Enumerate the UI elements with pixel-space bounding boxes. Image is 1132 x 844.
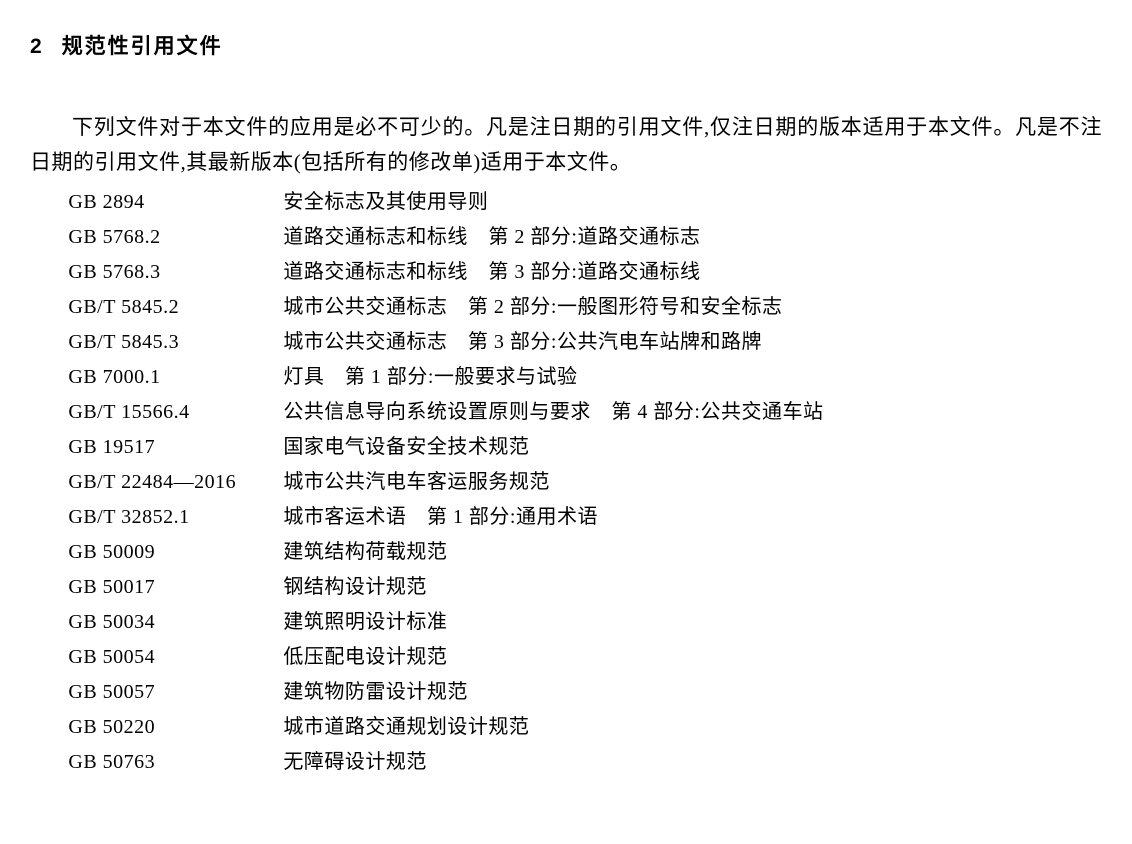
reference-code: GB/T 15566.4 (68, 395, 283, 430)
intro-paragraph: 下列文件对于本文件的应用是必不可少的。凡是注日期的引用文件,仅注日期的版本适用于… (30, 110, 1102, 179)
reference-row: GB/T 32852.1城市客运术语 第 1 部分:通用术语 (68, 500, 1102, 535)
reference-list: GB 2894安全标志及其使用导则GB 5768.2道路交通标志和标线 第 2 … (68, 185, 1102, 780)
reference-row: GB 50057建筑物防雷设计规范 (68, 675, 1102, 710)
reference-title: 道路交通标志和标线 第 3 部分:道路交通标线 (283, 255, 1102, 290)
reference-row: GB 50054低压配电设计规范 (68, 640, 1102, 675)
reference-code: GB 50220 (68, 710, 283, 745)
reference-code: GB/T 22484—2016 (68, 465, 283, 500)
section-heading: 2 规范性引用文件 (30, 30, 1102, 60)
reference-row: GB/T 5845.3城市公共交通标志 第 3 部分:公共汽电车站牌和路牌 (68, 325, 1102, 360)
reference-row: GB 2894安全标志及其使用导则 (68, 185, 1102, 220)
reference-code: GB 50057 (68, 675, 283, 710)
reference-row: GB 50009建筑结构荷载规范 (68, 535, 1102, 570)
reference-title: 道路交通标志和标线 第 2 部分:道路交通标志 (283, 220, 1102, 255)
reference-code: GB 7000.1 (68, 360, 283, 395)
reference-code: GB 5768.2 (68, 220, 283, 255)
reference-row: GB 5768.3道路交通标志和标线 第 3 部分:道路交通标线 (68, 255, 1102, 290)
reference-row: GB/T 15566.4公共信息导向系统设置原则与要求 第 4 部分:公共交通车… (68, 395, 1102, 430)
reference-title: 低压配电设计规范 (283, 640, 1102, 675)
reference-code: GB 50054 (68, 640, 283, 675)
reference-title: 安全标志及其使用导则 (283, 185, 1102, 220)
reference-code: GB/T 32852.1 (68, 500, 283, 535)
reference-code: GB 2894 (68, 185, 283, 220)
reference-code: GB/T 5845.2 (68, 290, 283, 325)
reference-title: 城市客运术语 第 1 部分:通用术语 (283, 500, 1102, 535)
reference-row: GB/T 5845.2城市公共交通标志 第 2 部分:一般图形符号和安全标志 (68, 290, 1102, 325)
reference-row: GB 19517国家电气设备安全技术规范 (68, 430, 1102, 465)
reference-row: GB 50017钢结构设计规范 (68, 570, 1102, 605)
reference-title: 无障碍设计规范 (283, 745, 1102, 780)
reference-row: GB 7000.1灯具 第 1 部分:一般要求与试验 (68, 360, 1102, 395)
reference-code: GB 5768.3 (68, 255, 283, 290)
section-title: 规范性引用文件 (62, 35, 223, 58)
reference-title: 建筑结构荷载规范 (283, 535, 1102, 570)
reference-title: 城市道路交通规划设计规范 (283, 710, 1102, 745)
section-number: 2 (30, 35, 44, 59)
reference-code: GB 50017 (68, 570, 283, 605)
reference-title: 城市公共汽电车客运服务规范 (283, 465, 1102, 500)
reference-row: GB 50763无障碍设计规范 (68, 745, 1102, 780)
reference-code: GB 19517 (68, 430, 283, 465)
reference-title: 建筑照明设计标准 (283, 605, 1102, 640)
reference-row: GB 5768.2道路交通标志和标线 第 2 部分:道路交通标志 (68, 220, 1102, 255)
reference-code: GB 50009 (68, 535, 283, 570)
reference-row: GB 50034建筑照明设计标准 (68, 605, 1102, 640)
reference-title: 建筑物防雷设计规范 (283, 675, 1102, 710)
reference-row: GB 50220城市道路交通规划设计规范 (68, 710, 1102, 745)
reference-row: GB/T 22484—2016城市公共汽电车客运服务规范 (68, 465, 1102, 500)
reference-title: 国家电气设备安全技术规范 (283, 430, 1102, 465)
reference-title: 城市公共交通标志 第 2 部分:一般图形符号和安全标志 (283, 290, 1102, 325)
reference-code: GB 50763 (68, 745, 283, 780)
reference-title: 城市公共交通标志 第 3 部分:公共汽电车站牌和路牌 (283, 325, 1102, 360)
reference-code: GB/T 5845.3 (68, 325, 283, 360)
reference-title: 钢结构设计规范 (283, 570, 1102, 605)
reference-title: 公共信息导向系统设置原则与要求 第 4 部分:公共交通车站 (283, 395, 1102, 430)
reference-code: GB 50034 (68, 605, 283, 640)
reference-title: 灯具 第 1 部分:一般要求与试验 (283, 360, 1102, 395)
